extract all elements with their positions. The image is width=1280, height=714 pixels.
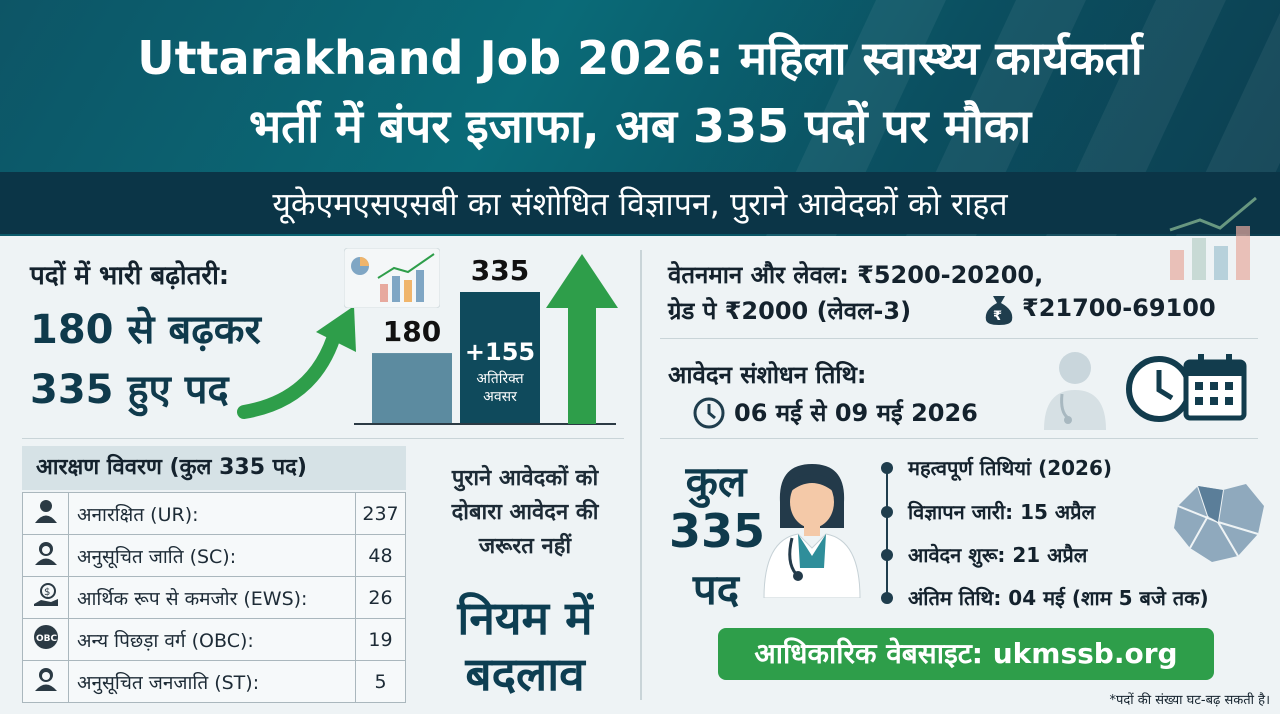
- bar-label-180: 180: [382, 315, 442, 349]
- woman-icon: [34, 668, 57, 691]
- reservation-label: अनुसूचित जनजाति (ST):: [68, 660, 356, 703]
- column-divider: [640, 250, 642, 700]
- calendar-icon: [1183, 354, 1247, 421]
- rule-change-line1: नियम में: [457, 591, 593, 645]
- reservation-value: 237: [355, 492, 406, 535]
- table-row: $ आर्थिक रूप से कमजोर (EWS): 26: [22, 576, 406, 619]
- reservation-label: अनुसूचित जाति (SC):: [68, 534, 356, 577]
- old-applicants-line1: पुराने आवेदकों को: [451, 466, 599, 491]
- bar-annotation-value: +155: [464, 338, 536, 366]
- reservation-label: अन्य पिछड़ा वर्ग (OBC):: [68, 618, 356, 661]
- posts-increase-line2: 335 हुए पद: [30, 367, 229, 413]
- money-hand-icon: $: [33, 583, 58, 606]
- up-arrow-icon: [546, 254, 618, 424]
- rule-change-line2: बदलाव: [465, 647, 585, 701]
- growth-chart-icon: [1169, 196, 1257, 280]
- bar-180: [372, 353, 452, 424]
- salary-line2b: ₹21700-69100: [1022, 294, 1216, 322]
- official-website-link[interactable]: आधिकारिक वेबसाइट: ukmssb.org: [718, 628, 1214, 680]
- subtitle-bar: [0, 172, 1280, 234]
- svg-text:$: $: [44, 587, 50, 598]
- section-divider: [22, 438, 624, 439]
- table-row: अनुसूचित जाति (SC): 48: [22, 534, 406, 577]
- reservation-label: अनारक्षित (UR):: [68, 492, 356, 535]
- old-applicants-line2: दोबारा आवेदन की: [451, 500, 599, 525]
- revision-date-value: 06 मई से 09 मई 2026: [734, 399, 978, 427]
- bar-label-335: 335: [470, 254, 530, 287]
- page-title-line1: Uttarakhand Job 2026: महिला स्वास्थ्य का…: [137, 31, 1143, 85]
- svg-text:₹: ₹: [993, 309, 1002, 324]
- total-unit: पद: [692, 565, 740, 614]
- total-label: कुल: [685, 457, 747, 506]
- reservation-table: अनारक्षित (UR): 237 अनुसूचित जाति (SC): …: [22, 492, 406, 703]
- bar-335: [460, 292, 540, 424]
- timeline-dot: [881, 549, 893, 561]
- clock-icon: [693, 397, 725, 429]
- rule-change-heading: नियम में बदलाव: [420, 590, 630, 702]
- total-value: 335: [668, 504, 766, 558]
- woman-icon: [34, 542, 57, 565]
- reservation-value: 19: [355, 618, 406, 661]
- timeline-dot: [881, 506, 893, 518]
- health-worker-illustration: [763, 464, 861, 598]
- obc-icon: OBC: [33, 625, 58, 649]
- dates-heading: महत्वपूर्ण तिथियां (2026): [908, 456, 1113, 480]
- person-icon: [34, 500, 57, 523]
- section-divider: [660, 338, 1258, 339]
- reservation-value: 26: [355, 576, 406, 619]
- salary-line2a: ग्रेड पे ₹2000 (लेवल-3): [668, 297, 912, 325]
- old-applicants-note: पुराने आवेदकों को दोबारा आवेदन की जरूरत …: [420, 462, 630, 564]
- date-item: आवेदन शुरू: 21 अप्रैल: [908, 543, 1088, 567]
- table-row: अनारक्षित (UR): 237: [22, 492, 406, 535]
- curved-arrow-icon: [237, 306, 356, 419]
- date-item: अंतिम तिथि: 04 मई (शाम 5 बजे तक): [908, 586, 1209, 610]
- section-divider: [660, 438, 1258, 439]
- posts-increase-label: पदों में भारी बढ़ोतरी:: [30, 261, 230, 291]
- uttarakhand-map-icon: [1174, 484, 1264, 562]
- table-row: अनुसूचित जनजाति (ST): 5: [22, 660, 406, 703]
- reservation-heading: आरक्षण विवरण (कुल 335 पद): [22, 446, 406, 490]
- analytics-icon: [344, 248, 440, 308]
- page-subtitle: यूकेएमएसएसबी का संशोधित विज्ञापन, पुराने…: [272, 185, 1008, 223]
- posts-increase-line1: 180 से बढ़कर: [30, 307, 261, 353]
- revision-date-label: आवेदन संशोधन तिथि:: [668, 361, 867, 389]
- page-title-line2: भर्ती में बंपर इजाफा, अब 335 पदों पर मौक…: [248, 99, 1032, 153]
- reservation-value: 48: [355, 534, 406, 577]
- footnote: *पदों की संख्या घट-बढ़ सकती है।: [1109, 693, 1270, 708]
- clock-icon: [1126, 356, 1192, 422]
- svg-text:OBC: OBC: [36, 634, 58, 644]
- date-item: विज्ञापन जारी: 15 अप्रैल: [908, 500, 1096, 524]
- doctor-icon: [1044, 352, 1106, 430]
- timeline-dot: [881, 462, 893, 474]
- reservation-label: आर्थिक रूप से कमजोर (EWS):: [68, 576, 356, 619]
- old-applicants-line3: जरूरत नहीं: [478, 534, 572, 559]
- reservation-value: 5: [355, 660, 406, 703]
- salary-line1: वेतनमान और लेवल: ₹5200-20200,: [668, 261, 1044, 289]
- bar-annotation-text: अतिरिक्त अवसर: [476, 371, 524, 405]
- table-row: OBC अन्य पिछड़ा वर्ग (OBC): 19: [22, 618, 406, 661]
- timeline-dot: [881, 592, 893, 604]
- money-bag-icon: ₹: [985, 296, 1013, 325]
- timeline-line: [886, 468, 888, 598]
